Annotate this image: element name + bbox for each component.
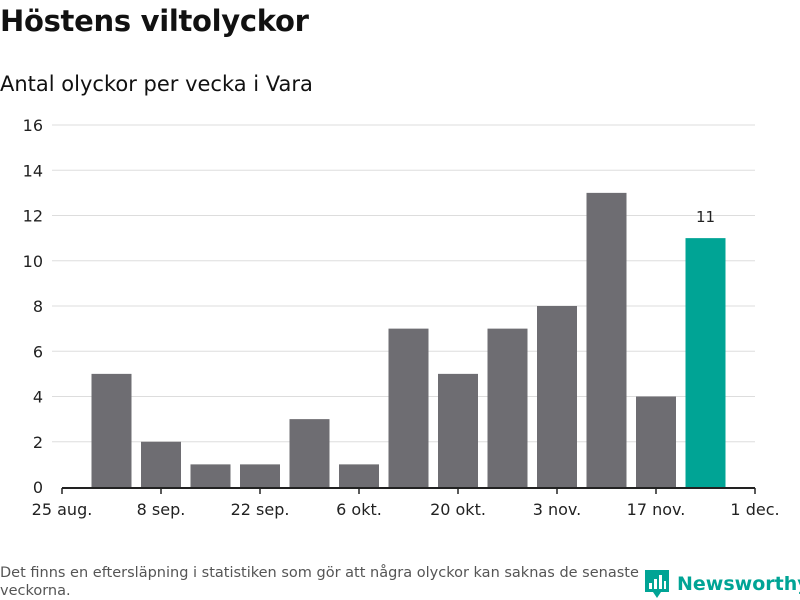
x-tick-label: 8 sep. — [137, 500, 186, 519]
y-tick-label: 4 — [33, 388, 43, 407]
bar — [190, 464, 231, 487]
y-tick-label: 16 — [23, 116, 43, 135]
bar — [141, 441, 181, 487]
bar — [388, 328, 429, 487]
brand[interactable]: Newsworthy — [645, 570, 800, 598]
bar — [289, 419, 330, 487]
x-axis: 25 aug. 8 sep. 22 sep. 6 okt. 20 okt. 3 nov. 1… — [32, 487, 780, 519]
bar — [586, 192, 627, 487]
y-tick-label: 8 — [33, 297, 43, 316]
newsworthy-logo-icon — [645, 570, 669, 598]
x-tick-label: 22 sep. — [231, 500, 290, 519]
data-label: 11 — [696, 208, 715, 226]
x-tick-label: 20 okt. — [430, 500, 486, 519]
bar — [537, 306, 577, 487]
footnote: Det finns en eftersläpning i statistiken… — [0, 565, 639, 599]
bar — [685, 238, 726, 487]
chart-subtitle: Antal olyckor per vecka i Vara — [0, 72, 313, 96]
data-labels: 11 — [696, 208, 715, 226]
brand-name: Newsworthy — [677, 573, 800, 595]
y-tick-label: 12 — [23, 207, 43, 226]
y-axis-ticks: 0 2 4 6 8 10 12 14 16 — [23, 116, 43, 497]
bar — [636, 396, 676, 487]
bar — [240, 464, 280, 487]
y-tick-label: 0 — [33, 478, 43, 497]
y-tick-label: 6 — [33, 342, 43, 361]
y-tick-label: 14 — [23, 161, 43, 180]
bar — [438, 373, 478, 487]
x-tick-label: 6 okt. — [336, 500, 382, 519]
x-tick-label: 1 dec. — [730, 500, 779, 519]
x-tick-label: 25 aug. — [32, 500, 93, 519]
y-tick-label: 10 — [23, 252, 43, 271]
bar — [339, 464, 379, 487]
page-title: Höstens viltolyckor — [0, 4, 309, 38]
bar — [487, 328, 528, 487]
x-tick-label: 17 nov. — [627, 500, 686, 519]
bars — [91, 192, 726, 487]
bar — [91, 373, 132, 487]
x-tick-label: 3 nov. — [533, 500, 582, 519]
y-tick-label: 2 — [33, 433, 43, 452]
